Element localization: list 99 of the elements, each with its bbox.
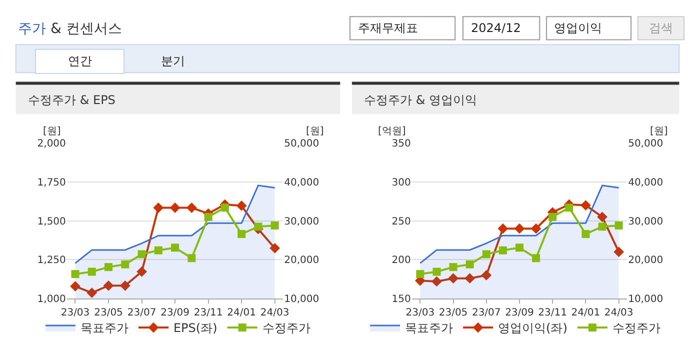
point	[171, 244, 180, 252]
point	[170, 202, 180, 213]
point	[220, 204, 229, 212]
point	[270, 221, 279, 230]
y-tick-label: 300	[392, 177, 411, 188]
point	[448, 273, 458, 284]
point	[138, 250, 146, 258]
text: 주재무제표	[358, 21, 418, 35]
y2-axis-title: [원]	[650, 126, 668, 137]
legend-label: 목표주가	[405, 321, 454, 336]
text: 연간	[68, 54, 92, 68]
legend-label: 영업이익(좌)	[498, 321, 568, 336]
y2-tick-label: 20,000	[628, 255, 664, 266]
point	[548, 212, 557, 221]
chart-title: 수정주가 & 영업이익	[364, 93, 477, 107]
legend-label: 목표주가	[80, 321, 128, 336]
point	[136, 266, 147, 277]
text: 검색	[649, 21, 673, 35]
point	[464, 273, 476, 284]
point	[238, 230, 246, 238]
y-tick-label: 1,250	[37, 255, 66, 266]
x-tick-label: 23/11	[194, 308, 223, 319]
legend-label: 수정주가	[262, 321, 310, 336]
point	[565, 204, 574, 212]
point	[614, 246, 624, 258]
x-tick-label: 24/01	[227, 308, 256, 319]
y-axis-title: [억원]	[378, 126, 406, 137]
point	[254, 222, 262, 231]
y-axis-title: [원]	[43, 126, 61, 137]
point	[514, 223, 525, 234]
point	[580, 200, 591, 210]
x-tick-label: 23/11	[538, 308, 568, 319]
point	[530, 223, 542, 234]
x-tick-label: 23/05	[94, 308, 123, 319]
point	[582, 230, 590, 238]
y-tick-label: 1,750	[37, 177, 66, 188]
x-tick-label: 24/03	[260, 308, 290, 319]
legend-label: EPS(좌)	[173, 321, 218, 336]
point	[498, 246, 507, 254]
point	[86, 288, 98, 298]
point	[432, 276, 442, 287]
y-tick-label: 200	[392, 255, 411, 266]
y2-tick-label: 10,000	[284, 294, 320, 306]
point	[154, 246, 162, 254]
point	[614, 221, 623, 230]
y-tick-label: 1,500	[37, 216, 66, 228]
point	[120, 280, 130, 291]
point	[236, 200, 247, 211]
chart-title: 수정주가 & EPS	[28, 93, 116, 107]
point	[532, 254, 540, 262]
y2-tick-label: 10,000	[628, 294, 664, 306]
point	[153, 202, 164, 213]
y2-tick-label: 20,000	[284, 255, 320, 266]
point	[270, 242, 280, 254]
point	[449, 263, 458, 272]
text: 영업이익	[554, 21, 602, 35]
text: 주가 & 컨센서스	[18, 21, 122, 37]
x-tick-label: 23/09	[505, 308, 534, 319]
text: 분기	[161, 54, 185, 68]
point	[481, 270, 492, 280]
x-tick-label: 23/07	[472, 308, 501, 319]
point	[432, 268, 441, 276]
point	[70, 281, 80, 292]
y2-tick-label: 50,000	[284, 138, 320, 150]
point	[103, 280, 114, 291]
point	[498, 223, 508, 234]
y2-tick-label: 40,000	[284, 177, 320, 188]
y-tick-label: 250	[392, 216, 411, 228]
y2-tick-label: 30,000	[628, 216, 664, 228]
point	[104, 263, 113, 272]
point	[71, 270, 80, 278]
y-tick-label: 350	[392, 138, 411, 150]
text: 2024/12	[471, 21, 521, 35]
y2-tick-label: 30,000	[284, 216, 320, 228]
point	[597, 212, 608, 222]
x-tick-label: 23/05	[438, 308, 468, 319]
y-tick-label: 2,000	[37, 138, 66, 150]
x-tick-label: 23/07	[127, 308, 156, 319]
point	[598, 222, 606, 231]
y-tick-label: 150	[392, 294, 411, 306]
y-tick-label: 1,000	[37, 294, 66, 306]
y2-axis-title: [원]	[306, 126, 324, 137]
point	[482, 250, 490, 258]
point	[121, 260, 130, 268]
point	[416, 270, 424, 278]
x-tick-label: 23/09	[160, 308, 190, 319]
x-tick-label: 24/03	[604, 308, 634, 319]
legend-label: 수정주가	[612, 321, 660, 336]
point	[466, 260, 474, 268]
y2-tick-label: 40,000	[628, 177, 664, 188]
x-tick-label: 24/01	[571, 308, 600, 319]
x-tick-label: 23/03	[60, 308, 90, 319]
point	[186, 202, 197, 213]
point	[188, 254, 196, 262]
x-tick-label: 23/03	[406, 308, 435, 319]
y2-tick-label: 50,000	[628, 138, 664, 150]
point	[515, 244, 524, 252]
point	[204, 212, 212, 221]
point	[88, 268, 96, 276]
